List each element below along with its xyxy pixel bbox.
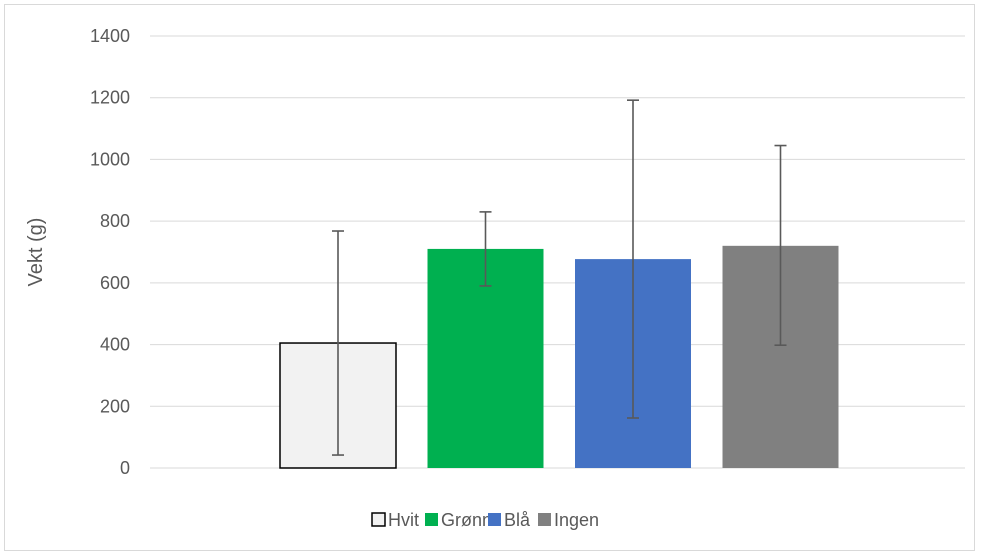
legend-swatch [488, 513, 501, 526]
y-tick-label: 400 [100, 335, 130, 355]
legend-item-blå: Blå [488, 510, 531, 530]
y-tick-label: 1400 [90, 26, 130, 46]
legend-swatch [538, 513, 551, 526]
legend-label: Ingen [554, 510, 599, 530]
legend-label: Hvit [388, 510, 419, 530]
error-bar-hvit [332, 230, 344, 456]
y-tick-label: 0 [120, 458, 130, 478]
error-bar-blå [627, 99, 639, 419]
legend-item-grønn: Grønn [425, 510, 492, 530]
legend-item-ingen: Ingen [538, 510, 599, 530]
error-bars [332, 99, 787, 456]
bars [279, 245, 839, 469]
legend-swatch [425, 513, 438, 526]
legend-swatch [371, 512, 386, 527]
error-bar-ingen [774, 144, 787, 346]
legend: Hvit Grønn Blå Ingen [371, 510, 599, 530]
y-tick-label: 1000 [90, 149, 130, 169]
y-axis-title: Vekt (g) [25, 218, 47, 287]
y-axis-tick-labels: 0 200 400 600 800 1000 1200 1400 [90, 26, 130, 478]
legend-item-hvit: Hvit [371, 510, 419, 530]
y-tick-label: 1200 [90, 88, 130, 108]
gridlines [150, 35, 965, 469]
legend-label: Blå [504, 510, 531, 530]
error-bar-grønn [479, 211, 492, 287]
y-tick-label: 800 [100, 211, 130, 231]
y-tick-label: 200 [100, 396, 130, 416]
legend-label: Grønn [441, 510, 492, 530]
y-tick-label: 600 [100, 273, 130, 293]
